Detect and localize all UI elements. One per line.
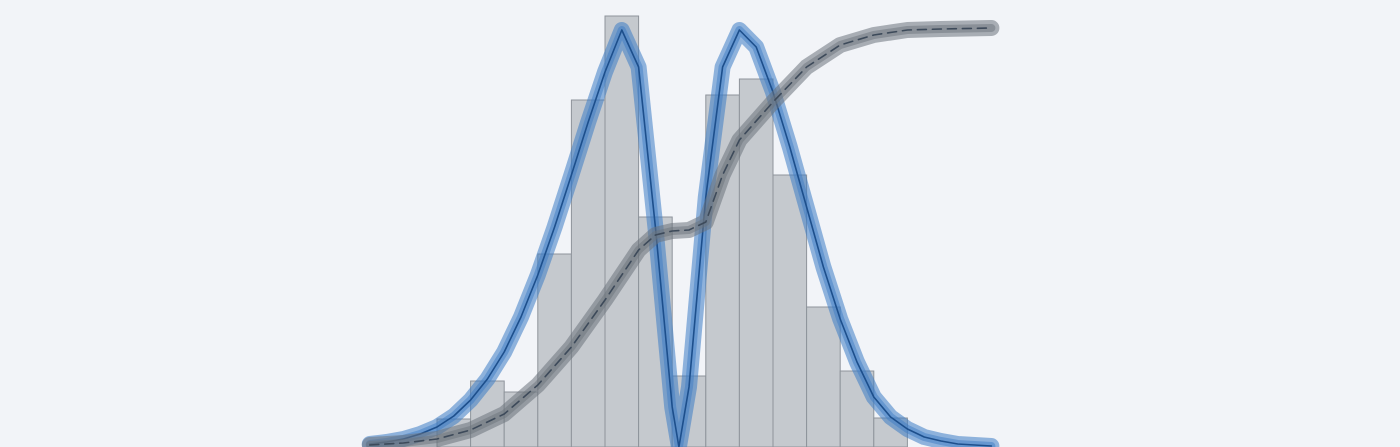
- line: [369, 27, 993, 446]
- line: [369, 29, 993, 447]
